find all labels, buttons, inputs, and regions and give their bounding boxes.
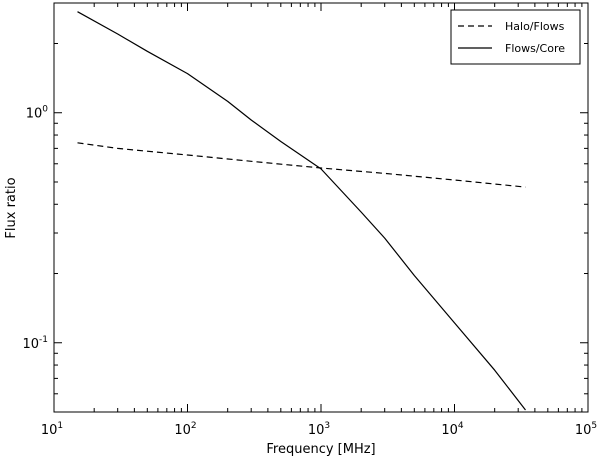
x-tick-exponent: 2 [191,421,197,431]
x-tick-base: 10 [441,423,458,438]
x-tick-label: 103 [308,421,330,438]
y-tick-base: 10 [22,337,39,352]
x-tick-base: 10 [174,423,191,438]
x-tick-exponent: 1 [57,421,63,431]
x-tick-label: 104 [441,421,464,438]
y-tick-label: 10-1 [22,335,48,352]
y-tick-label: 100 [26,105,49,122]
x-tick-exponent: 3 [324,421,330,431]
x-tick-label: 105 [575,421,597,438]
flows-core-line [77,11,526,411]
series-layer [77,11,526,411]
legend: Halo/Flows Flows/Core [450,9,581,65]
x-axis-label: Frequency [MHz] [266,442,375,457]
y-tick-base: 10 [26,107,43,122]
x-tick-base: 10 [575,423,592,438]
y-tick-exponent: 0 [42,105,48,115]
x-tick-label: 101 [41,421,63,438]
x-tick-base: 10 [308,423,325,438]
y-tick-exponent: -1 [39,335,48,345]
y-axis-label: Flux ratio [4,177,19,238]
x-tick-base: 10 [41,423,58,438]
legend-label-flows-core: Flows/Core [505,42,565,55]
legend-label-halo-flows: Halo/Flows [505,20,565,33]
x-tick-exponent: 4 [458,421,464,431]
legend-box [450,9,581,65]
x-tick-label: 102 [174,421,196,438]
x-tick-exponent: 5 [591,421,597,431]
halo-flows-line [77,142,526,188]
